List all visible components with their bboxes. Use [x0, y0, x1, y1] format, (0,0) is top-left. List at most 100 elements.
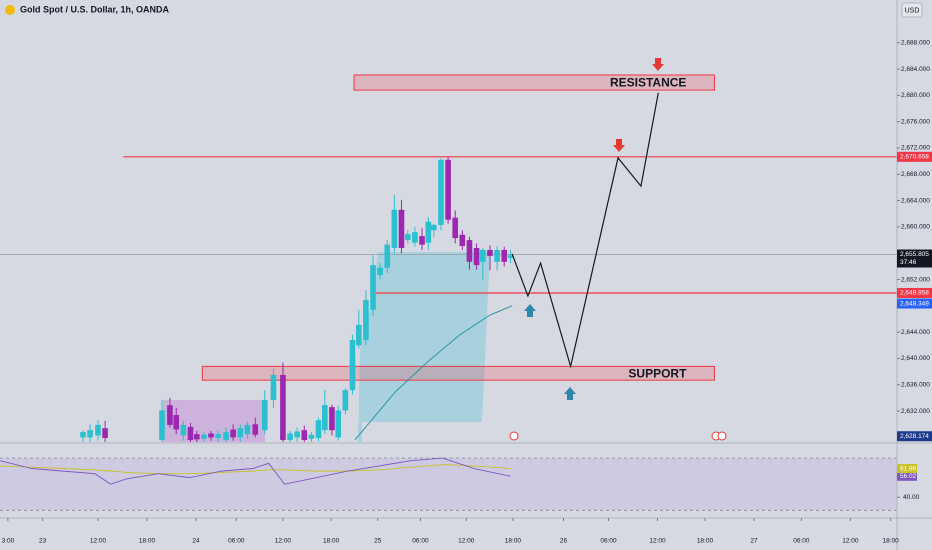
- candle-body: [384, 244, 391, 268]
- currency[interactable]: USD: [905, 7, 920, 14]
- currency-box[interactable]: [901, 2, 923, 18]
- x-tick-label: 12:00: [842, 538, 859, 545]
- candle-body: [244, 424, 251, 435]
- arrow-up: [564, 387, 576, 400]
- candle-body: [315, 420, 322, 439]
- range-area: [358, 252, 490, 442]
- candle-body: [349, 340, 356, 391]
- candle-body: [80, 432, 86, 438]
- x-tick-label: 18:00: [505, 538, 522, 545]
- price-tag-label: 2,648.349: [900, 300, 929, 307]
- candle-body: [223, 432, 229, 441]
- candle-body: [431, 224, 437, 231]
- price-tag: [897, 151, 932, 162]
- candle-body: [501, 249, 508, 262]
- x-tick-label: 06:00: [228, 538, 245, 545]
- candle-body: [335, 410, 342, 438]
- candle-body: [252, 424, 259, 435]
- zone: [353, 74, 715, 91]
- x-tick-label: 18:00: [139, 538, 156, 545]
- event-icon[interactable]: [509, 431, 519, 441]
- candle-body: [473, 247, 480, 266]
- main-pane: RESISTANCE SUPPORT: [0, 74, 897, 442]
- rsi-tag: [897, 471, 917, 481]
- x-tick-label: 18:00: [323, 538, 340, 545]
- candle-body: [412, 232, 418, 243]
- y-tick-label: 2,640.000: [901, 355, 930, 362]
- candle-body: [308, 434, 315, 439]
- x-tick-label: 23: [39, 538, 47, 545]
- countdown: 37:46: [900, 259, 917, 266]
- candle-body: [487, 249, 493, 256]
- candle-body: [95, 424, 101, 436]
- candle-body: [466, 240, 473, 262]
- x-tick-label: 18:00: [697, 538, 714, 545]
- candle-body: [193, 434, 200, 440]
- rsi-tag: [897, 464, 917, 474]
- rsi-pane: [0, 457, 897, 511]
- candle-body: [102, 428, 108, 439]
- x-tick-label: 06:00: [600, 538, 617, 545]
- y-tick-label: 2,676.000: [901, 118, 930, 125]
- y-tick-label: 2,688.000: [901, 39, 930, 46]
- candle-body: [329, 407, 335, 431]
- y-tick-label: 2,652.000: [901, 276, 930, 283]
- candle-body: [404, 234, 411, 241]
- projection-path: [511, 92, 659, 369]
- x-tick-label: 25: [374, 538, 382, 545]
- y-tick-label: 2,664.000: [901, 197, 930, 204]
- x-tick-label: 24: [192, 538, 200, 545]
- price-tag: [897, 287, 932, 298]
- price-tag-label: 2,670.658: [900, 154, 929, 161]
- candle-body: [480, 249, 486, 262]
- candle-body: [230, 429, 236, 438]
- y-tick-label: 2,644.000: [901, 329, 930, 336]
- candle-body: [208, 433, 214, 438]
- rsi-band: [0, 458, 897, 511]
- zone-label: RESISTANCE: [610, 76, 686, 90]
- candle-body: [180, 424, 187, 436]
- candle-body: [159, 410, 165, 441]
- x-tick-label: 12:00: [275, 538, 292, 545]
- zone: [201, 365, 715, 381]
- candle-body: [280, 374, 286, 441]
- candle-body: [87, 430, 93, 438]
- candle-body: [398, 209, 405, 248]
- y-tick-label: 2,632.000: [901, 408, 930, 415]
- arrow-up: [524, 304, 536, 317]
- candle-body: [425, 221, 432, 243]
- candle-body: [370, 265, 376, 310]
- event-icon[interactable]: [717, 431, 727, 441]
- chart-title: Gold Spot / U.S. Dollar, 1h, OANDA: [20, 4, 170, 14]
- price-tag: [897, 298, 932, 309]
- x-tick-label: 12:00: [458, 538, 475, 545]
- rsi-line: [0, 457, 511, 485]
- candle-body: [201, 434, 207, 439]
- candle-body: [167, 405, 173, 425]
- y-tick-label: 2,660.000: [901, 224, 930, 231]
- candle-body: [494, 249, 500, 262]
- arrow-down: [613, 139, 625, 152]
- candle-body: [301, 430, 308, 441]
- x-tick-label: 12:00: [649, 538, 666, 545]
- zone-label: SUPPORT: [628, 366, 687, 380]
- price-tag: [897, 431, 932, 442]
- x-tick-label: 18:00: [883, 538, 900, 545]
- price-tag-label: 2,628.174: [900, 433, 929, 440]
- candle-body: [215, 434, 221, 439]
- candle-body: [419, 236, 425, 245]
- x-tick-label: 06:00: [793, 538, 810, 545]
- candle-body: [187, 426, 194, 441]
- x-tick-label: 27: [750, 538, 758, 545]
- rsi-tag-label: 61.96: [900, 465, 917, 472]
- range-box: [163, 400, 265, 442]
- x-tick-label: 3:00: [2, 538, 15, 545]
- candle-body: [452, 217, 459, 239]
- candle-body: [356, 324, 362, 346]
- candle-body: [391, 209, 398, 248]
- y-tick-label: 2,680.000: [901, 92, 930, 99]
- x-tick-label: 12:00: [90, 538, 107, 545]
- y-tick-label: 2,684.000: [901, 66, 930, 73]
- price-tag-label: 2,655.805: [900, 251, 929, 258]
